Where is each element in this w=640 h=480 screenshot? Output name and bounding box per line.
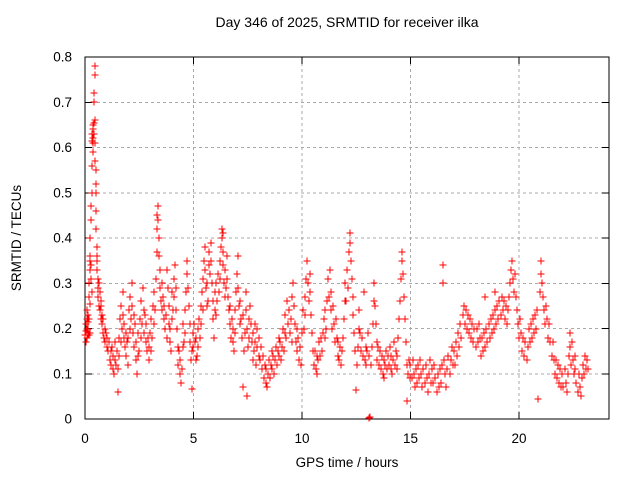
x-tick-label: 15 — [403, 431, 418, 446]
y-tick-labels: 0 0.1 0.2 0.3 0.4 0.5 0.6 0.7 0.8 — [53, 50, 72, 427]
y-tick-label: 0.2 — [53, 321, 72, 336]
y-axis-label: SRMTID / TECUs — [9, 185, 24, 292]
x-tick-label: 5 — [190, 431, 198, 446]
x-tick-labels: 0 5 10 15 20 — [81, 431, 526, 446]
y-tick-label: 0.3 — [53, 276, 72, 291]
scatter-markers — [81, 62, 592, 422]
y-tick-label: 0.5 — [53, 185, 72, 200]
y-tick-label: 0 — [64, 412, 72, 427]
data-points — [81, 62, 592, 422]
x-tick-label: 0 — [81, 431, 89, 446]
y-tick-label: 0.4 — [53, 231, 72, 246]
x-tick-label: 10 — [294, 431, 309, 446]
y-tick-label: 0.6 — [53, 140, 72, 155]
chart-title: Day 346 of 2025, SRMTID for receiver ilk… — [216, 14, 479, 30]
x-tick-label: 20 — [511, 431, 526, 446]
y-tick-label: 0.7 — [53, 95, 72, 110]
y-tick-label: 0.1 — [53, 366, 72, 381]
plot-border — [84, 56, 610, 420]
gridlines — [85, 57, 609, 419]
x-axis-label: GPS time / hours — [296, 455, 399, 470]
y-tick-label: 0.8 — [53, 50, 72, 65]
